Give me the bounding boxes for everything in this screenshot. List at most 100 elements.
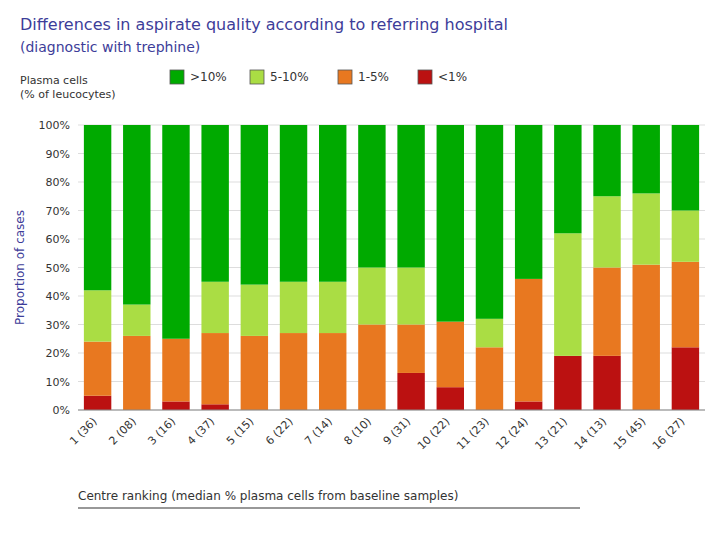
bar-segment [633, 193, 660, 264]
bar-segment [593, 125, 620, 196]
bar-segment [476, 319, 503, 348]
bar-segment [280, 282, 307, 333]
y-tick-label: 60% [46, 233, 70, 246]
bar-segment [123, 125, 150, 305]
bar-segment [672, 347, 699, 410]
bar-segment [633, 125, 660, 193]
bars [84, 125, 699, 410]
chart: Differences in aspirate quality accordin… [0, 0, 720, 540]
bar-segment [358, 268, 385, 325]
subtitle: (diagnostic with trephine) [20, 39, 200, 55]
bar-segment [280, 333, 307, 410]
y-tick-label: 50% [46, 262, 70, 275]
bar-segment [633, 265, 660, 410]
bar-segment [241, 125, 268, 285]
bar-segment [319, 125, 346, 282]
bar-segment [201, 333, 228, 404]
y-tick-label: 40% [46, 290, 70, 303]
x-tick-label: 12 (24) [493, 415, 531, 453]
x-axis-label: Centre ranking (median % plasma cells fr… [78, 489, 458, 503]
legend-swatch [338, 70, 352, 84]
legend-title-line: (% of leucocytes) [20, 88, 116, 101]
bar-segment [123, 305, 150, 336]
y-tick-label: 70% [46, 205, 70, 218]
y-tick-label: 0% [53, 404, 70, 417]
bar-segment [476, 347, 503, 410]
x-tick-label: 10 (22) [415, 415, 453, 453]
bar-segment [515, 279, 542, 402]
x-tick-label: 4 (37) [185, 415, 218, 448]
bar-segment [672, 125, 699, 211]
y-tick-label: 100% [39, 119, 70, 132]
title: Differences in aspirate quality accordin… [20, 15, 508, 34]
bar-segment [319, 333, 346, 410]
bar-segment [280, 125, 307, 282]
bar-segment [672, 211, 699, 262]
bar-segment [437, 322, 464, 388]
bar-segment [84, 342, 111, 396]
x-tick-label: 11 (23) [454, 415, 492, 453]
grid-line [78, 410, 705, 411]
y-tick-label: 80% [46, 176, 70, 189]
legend-title: Plasma cells(% of leucocytes) [20, 74, 116, 101]
bar-segment [162, 339, 189, 402]
legend-title-line: Plasma cells [20, 74, 88, 87]
y-axis-label: Proportion of cases [13, 210, 27, 325]
x-tick-label: 9 (31) [381, 415, 414, 448]
x-tick-label: 7 (14) [302, 415, 335, 448]
x-tick-label: 5 (15) [224, 415, 257, 448]
bar-segment [123, 336, 150, 410]
y-tick-label: 90% [46, 148, 70, 161]
bar-segment [593, 356, 620, 410]
bar-segment [397, 125, 424, 268]
legend-label: 1-5% [358, 70, 389, 84]
x-tick-label: 1 (36) [67, 415, 100, 448]
bar-segment [201, 282, 228, 333]
grid [78, 125, 705, 410]
x-tick-label: 6 (22) [263, 415, 296, 448]
bar-segment [201, 404, 228, 410]
legend-swatch [250, 70, 264, 84]
bar-segment [162, 401, 189, 410]
bar-segment [397, 325, 424, 373]
y-tick-label: 10% [46, 376, 70, 389]
bar-segment [84, 125, 111, 290]
y-axis: 0% 10% 20% 30% 40% 50% 60% 70% 80% 90% 100% [39, 119, 70, 417]
bar-segment [358, 325, 385, 411]
bar-segment [554, 233, 581, 356]
bar-segment [84, 396, 111, 410]
bar-segment [397, 268, 424, 325]
legend: >10% 5-10% 1-5% <1% [170, 70, 467, 84]
legend-swatch [170, 70, 184, 84]
x-tick-label: 14 (13) [572, 415, 610, 453]
y-tick-label: 20% [46, 347, 70, 360]
x-tick-label: 8 (10) [341, 415, 374, 448]
bar-segment [201, 125, 228, 282]
bar-segment [397, 373, 424, 410]
bar-segment [241, 336, 268, 410]
bar-segment [515, 401, 542, 410]
bar-segment [162, 125, 189, 339]
bar-segment [554, 125, 581, 233]
bar-segment [319, 282, 346, 333]
bar-segment [593, 268, 620, 356]
legend-swatch [418, 70, 432, 84]
bar-segment [84, 290, 111, 341]
x-tick-label: 2 (08) [106, 415, 139, 448]
bar-segment [672, 262, 699, 348]
x-tick-label: 3 (16) [146, 415, 179, 448]
bar-segment [241, 285, 268, 336]
bar-segment [437, 387, 464, 410]
legend-label: 5-10% [270, 70, 309, 84]
bar-segment [593, 196, 620, 267]
bar-segment [554, 356, 581, 410]
bar-segment [515, 125, 542, 279]
y-tick-label: 30% [46, 319, 70, 332]
x-axis-line [78, 410, 705, 411]
x-tick-label: 16 (27) [650, 415, 688, 453]
x-tick-label: 13 (21) [532, 415, 570, 453]
bar-segment [358, 125, 385, 268]
legend-label: >10% [190, 70, 227, 84]
legend-label: <1% [438, 70, 467, 84]
footer-rule [78, 507, 580, 508]
